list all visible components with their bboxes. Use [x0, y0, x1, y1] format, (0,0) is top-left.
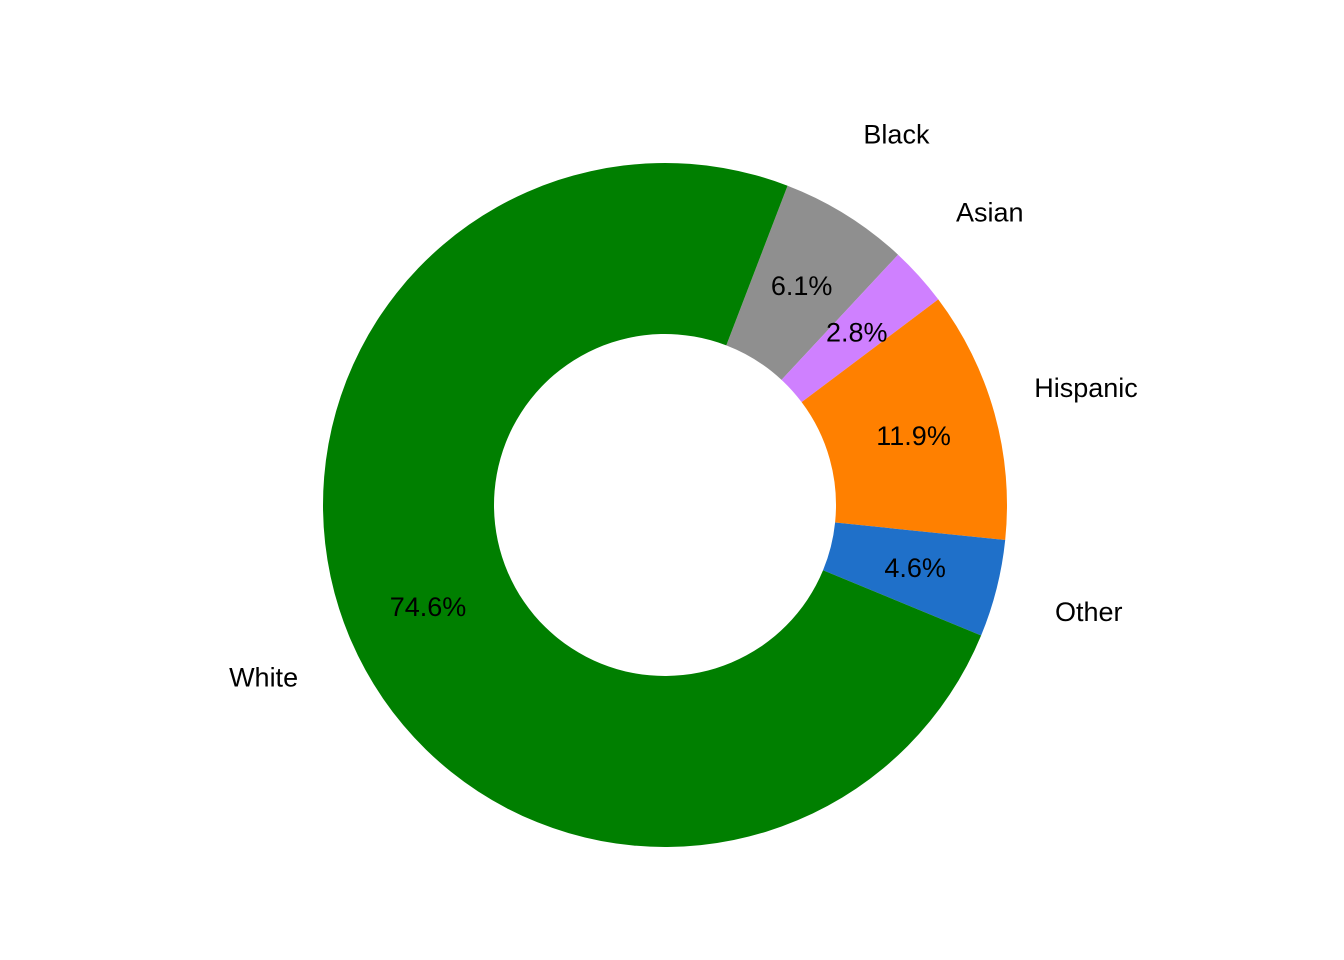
percent-label-asian: 2.8% [826, 317, 888, 347]
slices-layer [323, 162, 1007, 847]
category-label-asian: Asian [956, 198, 1024, 228]
category-label-white: White [229, 663, 298, 693]
category-label-other: Other [1055, 597, 1123, 627]
percent-label-other: 4.6% [884, 553, 946, 583]
percent-labels-layer: 6.1% 2.8% 11.9% 4.6% 74.6% [390, 271, 951, 622]
percent-label-black: 6.1% [771, 271, 833, 301]
category-label-hispanic: Hispanic [1034, 373, 1138, 403]
slice-hispanic [801, 299, 1007, 541]
slice-black [726, 185, 899, 380]
slice-asian [781, 254, 939, 403]
percent-label-white: 74.6% [390, 592, 467, 622]
slice-white [323, 162, 982, 847]
slice-other [823, 522, 1006, 636]
category-label-black: Black [863, 119, 930, 149]
category-labels-layer: Black Asian Hispanic Other White [229, 119, 1138, 692]
percent-label-hispanic: 11.9% [876, 421, 951, 451]
